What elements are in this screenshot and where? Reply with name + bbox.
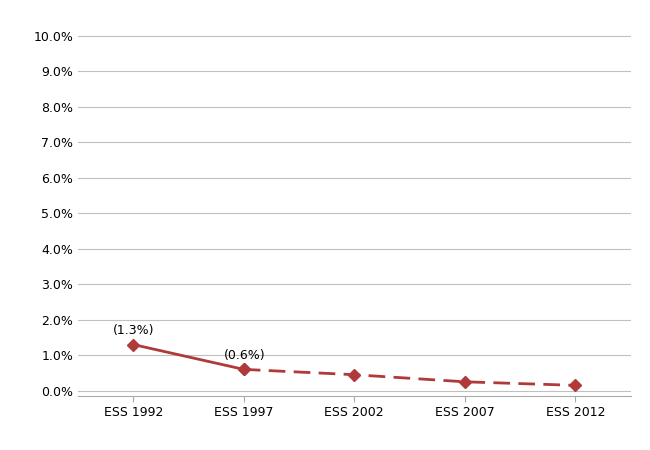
Text: (0.6%): (0.6%) bbox=[224, 349, 265, 361]
Text: (1.3%): (1.3%) bbox=[113, 324, 155, 337]
